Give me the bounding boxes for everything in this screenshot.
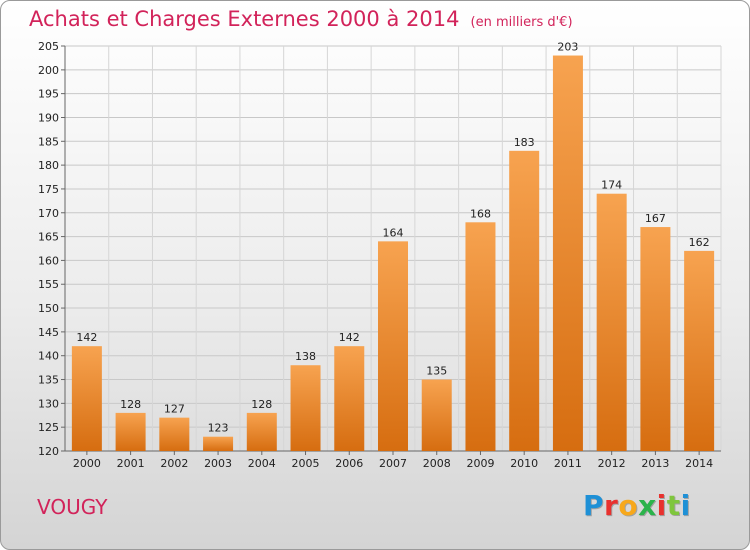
x-tick-label: 2004 — [248, 457, 276, 470]
unit-text: (en milliers d'€) — [470, 15, 573, 30]
y-tick-label: 200 — [38, 64, 59, 77]
y-tick-label: 130 — [38, 397, 59, 410]
bar-2007 — [378, 241, 408, 451]
y-tick-label: 185 — [38, 135, 59, 148]
x-tick-label: 2008 — [423, 457, 451, 470]
bar-2010 — [509, 150, 540, 451]
x-tick-label: 2009 — [466, 457, 494, 470]
y-tick-label: 145 — [38, 326, 59, 339]
bar-2002 — [159, 417, 190, 451]
data-label: 127 — [164, 403, 185, 416]
y-tick-label: 165 — [38, 231, 59, 244]
y-tick-label: 205 — [38, 40, 59, 53]
data-label: 203 — [557, 41, 578, 54]
proxiti-logo[interactable]: Proxiti — [583, 489, 691, 522]
logo-letter: r — [604, 489, 619, 522]
bars — [71, 55, 715, 452]
x-tick-label: 2014 — [685, 457, 713, 470]
data-label: 164 — [383, 226, 404, 239]
logo-letter: t — [666, 489, 681, 522]
y-tick-label: 155 — [38, 278, 59, 291]
data-label: 142 — [76, 331, 97, 344]
place-name: VOUGY — [37, 495, 108, 519]
bar-2003 — [203, 436, 234, 451]
y-tick-label: 125 — [38, 421, 59, 434]
y-tick-label: 175 — [38, 183, 59, 196]
data-label: 162 — [689, 236, 710, 249]
x-tick-label: 2001 — [117, 457, 145, 470]
logo-letter: i — [680, 489, 691, 522]
data-label: 128 — [251, 398, 272, 411]
x-tick-label: 2011 — [554, 457, 582, 470]
logo-letter: i — [656, 489, 667, 522]
x-tick-label: 2003 — [204, 457, 232, 470]
data-label: 142 — [339, 331, 360, 344]
bar-2013 — [640, 227, 671, 451]
x-tick-label: 2010 — [510, 457, 538, 470]
data-label: 168 — [470, 207, 491, 220]
bar-2006 — [334, 346, 365, 451]
data-label: 138 — [295, 350, 316, 363]
labels: 120 125 130 135 140 145 150 155 160 165 170 175 180 1… — [38, 40, 713, 470]
x-tick-label: 2012 — [598, 457, 626, 470]
bar-2011 — [552, 55, 583, 451]
y-tick-label: 160 — [38, 254, 59, 267]
y-tick-label: 195 — [38, 88, 59, 101]
data-label: 174 — [601, 179, 622, 192]
x-tick-label: 2002 — [160, 457, 188, 470]
logo-letter: x — [638, 489, 657, 522]
x-tick-label: 2005 — [292, 457, 320, 470]
x-tick-label: 2007 — [379, 457, 407, 470]
y-tick-label: 120 — [38, 445, 59, 458]
chart-title: Achats et Charges Externes 2000 à 2014 (… — [29, 7, 573, 31]
x-tick-label: 2013 — [641, 457, 669, 470]
y-tick-label: 150 — [38, 302, 59, 315]
bar-2001 — [115, 412, 146, 451]
bar-2012 — [596, 193, 627, 452]
bar-2000 — [71, 346, 102, 451]
logo-letter: P — [583, 489, 605, 522]
bar-2009 — [465, 222, 496, 451]
bar-2008 — [421, 379, 452, 451]
y-tick-label: 135 — [38, 374, 59, 387]
y-tick-label: 190 — [38, 111, 59, 124]
bar-2004 — [246, 412, 277, 451]
logo-letter: o — [618, 489, 639, 522]
data-label: 183 — [514, 136, 535, 149]
y-tick-label: 180 — [38, 159, 59, 172]
y-tick-label: 140 — [38, 350, 59, 363]
bar-2005 — [290, 365, 321, 451]
x-tick-label: 2000 — [73, 457, 101, 470]
data-label: 167 — [645, 212, 666, 225]
x-tick-label: 2006 — [335, 457, 363, 470]
y-tick-label: 170 — [38, 207, 59, 220]
bar-2014 — [684, 250, 715, 451]
title-text: Achats et Charges Externes 2000 à 2014 — [29, 7, 460, 31]
data-label: 135 — [426, 365, 447, 378]
data-label: 128 — [120, 398, 141, 411]
data-label: 123 — [208, 422, 229, 435]
